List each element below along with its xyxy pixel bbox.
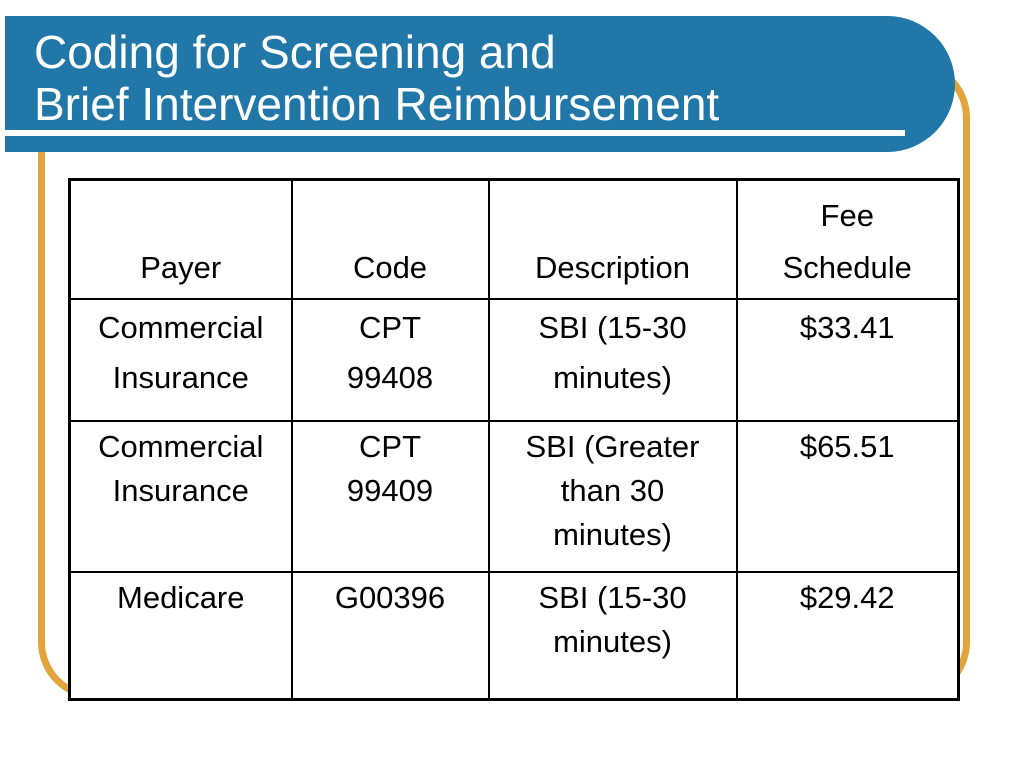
cell-description: SBI (15-30 minutes) [487,298,738,422]
table-row: Medicare G00396 SBI (15-30 minutes) $29.… [68,571,960,701]
cell-payer: Commercial Insurance [68,298,293,422]
cell-fee: $33.41 [735,298,960,422]
column-header-payer: Payer [68,178,293,300]
cell-payer: Medicare [68,571,293,701]
cell-code: CPT 99408 [290,298,490,422]
cell-description: SBI (15-30 minutes) [487,571,738,701]
title-banner [5,16,955,152]
column-header-code: Code [290,178,490,300]
cell-description: SBI (Greater than 30 minutes) [487,420,738,573]
table-row: Commercial Insurance CPT 99408 SBI (15-3… [68,298,960,422]
cell-code: CPT 99409 [290,420,490,573]
table-header-row: Payer Code Description Fee Schedule [68,178,960,300]
cell-code: G00396 [290,571,490,701]
table-row: Commercial Insurance CPT 99409 SBI (Grea… [68,420,960,573]
slide-title: Coding for Screening and Brief Intervent… [34,26,720,130]
cell-fee: $29.42 [735,571,960,701]
cell-fee: $65.51 [735,420,960,573]
column-header-description: Description [487,178,738,300]
reimbursement-table: Payer Code Description Fee Schedule Comm… [68,178,960,701]
cell-payer: Commercial Insurance [68,420,293,573]
column-header-fee-schedule: Fee Schedule [735,178,960,300]
title-underline [0,130,905,136]
